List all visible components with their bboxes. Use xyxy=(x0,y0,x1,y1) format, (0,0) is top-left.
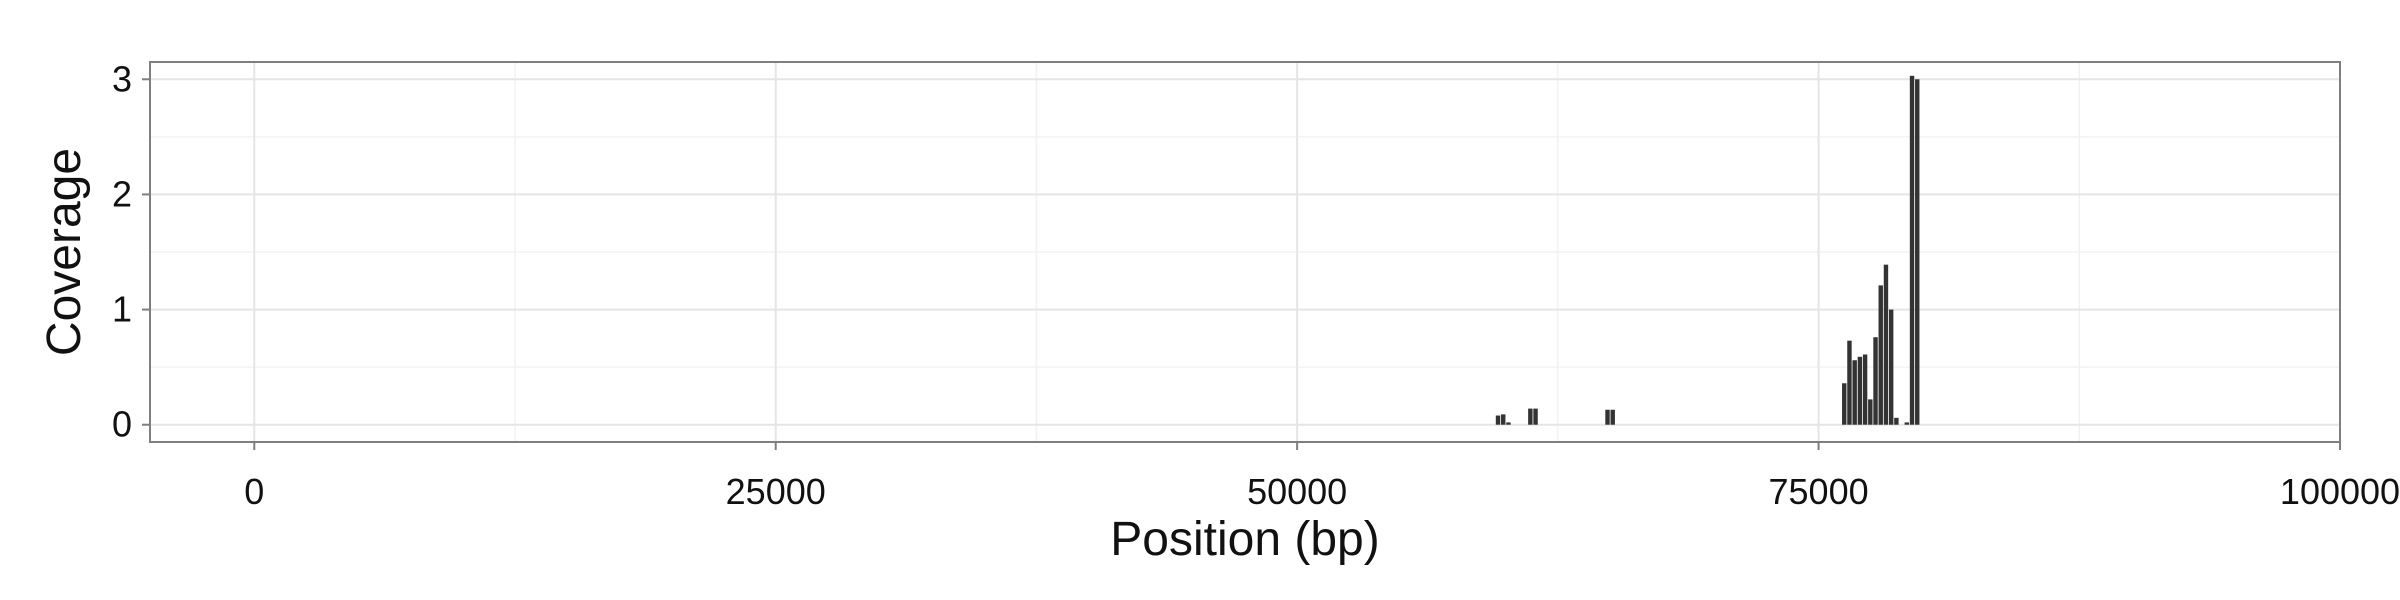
bar xyxy=(1610,409,1615,425)
bars xyxy=(1495,75,1920,425)
x-tick-label: 100000 xyxy=(2280,471,2400,512)
bar xyxy=(1888,309,1894,425)
bar xyxy=(1878,285,1883,425)
bar xyxy=(1904,422,1910,425)
bar xyxy=(1605,409,1610,425)
bar xyxy=(1506,422,1511,425)
panel-border xyxy=(149,61,2341,443)
x-axis-ticks: 0 25000 50000 75000 100000 xyxy=(244,442,2400,512)
bar xyxy=(1528,408,1533,425)
bar xyxy=(1842,383,1847,425)
bar xyxy=(1847,340,1852,425)
y-tick-label: 1 xyxy=(112,289,132,330)
x-tick-label: 75000 xyxy=(1769,471,1869,512)
y-tick-label: 0 xyxy=(112,404,132,445)
bar xyxy=(1909,75,1915,425)
bar xyxy=(1883,264,1889,425)
y-axis-title: Coverage xyxy=(38,148,91,356)
grid-minor xyxy=(150,62,2340,442)
x-tick-label: 25000 xyxy=(726,471,826,512)
bar xyxy=(1852,360,1857,425)
y-tick-label: 3 xyxy=(112,58,132,99)
bar xyxy=(1868,399,1873,425)
x-axis-title: Position (bp) xyxy=(1110,513,1379,566)
x-tick-label: 0 xyxy=(244,471,264,512)
bar xyxy=(1495,415,1501,425)
bar xyxy=(1894,417,1899,425)
bar xyxy=(1862,354,1868,425)
grid-major xyxy=(150,62,2341,442)
bar xyxy=(1533,408,1538,425)
bar xyxy=(1915,79,1920,425)
bar xyxy=(1873,337,1878,425)
bar xyxy=(1501,414,1506,425)
bar xyxy=(1857,356,1863,425)
y-axis-ticks: 0 1 2 3 xyxy=(112,58,150,445)
y-tick-label: 2 xyxy=(112,173,132,214)
x-tick-label: 50000 xyxy=(1247,471,1347,512)
